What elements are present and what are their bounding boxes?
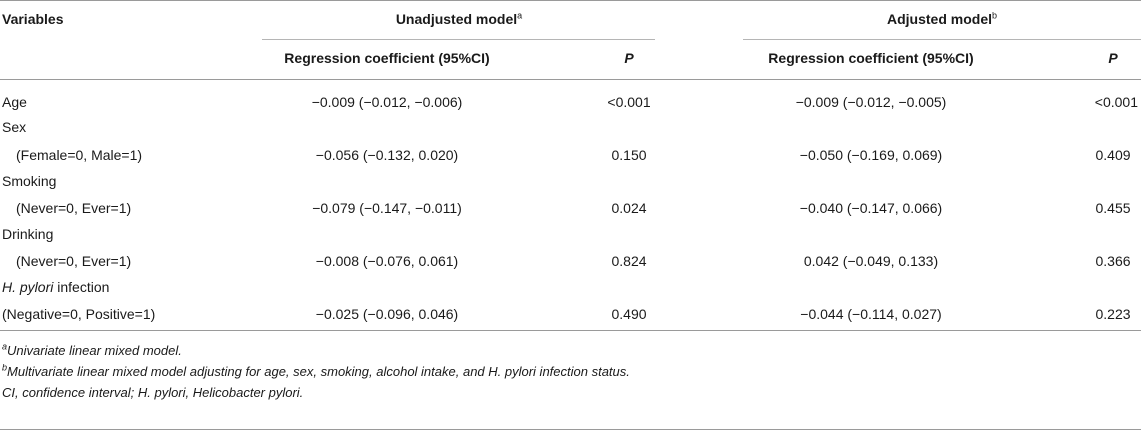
row-label: Sex [2, 119, 27, 135]
row-p-adjusted: 0.223 [1095, 306, 1131, 322]
header-unadjusted-sup: a [517, 10, 523, 21]
row-p-unadjusted: 0.824 [611, 253, 647, 269]
footnote-c: CI, confidence interval; H. pylori, Heli… [2, 385, 304, 400]
row-label: (Never=0, Ever=1) [16, 253, 132, 269]
row-coef-adjusted: −0.050 (−0.169, 0.069) [799, 147, 943, 163]
adjusted-group-rule [743, 39, 1141, 40]
row-label: H. pylori infection [2, 278, 109, 296]
header-adjusted-label: Adjusted model [886, 11, 992, 27]
row-coef-adjusted: 0.042 (−0.049, 0.133) [803, 253, 939, 269]
header-bottom-rule [0, 79, 1141, 80]
header-p-adjusted: P [1108, 50, 1118, 66]
row-coef-adjusted: −0.040 (−0.147, 0.066) [799, 200, 943, 216]
footnote-a-text: Univariate linear mixed model. [7, 343, 182, 358]
header-adjusted-model: Adjusted modelb [887, 10, 997, 28]
row-p-unadjusted: 0.150 [611, 147, 647, 163]
row-coef-unadjusted: −0.009 (−0.012, −0.006) [311, 94, 463, 110]
row-label: Smoking [2, 173, 57, 189]
header-adjusted-sup: b [992, 10, 998, 21]
footnote-a-marker: a [2, 341, 8, 352]
row-coef-adjusted: −0.009 (−0.012, −0.005) [795, 94, 947, 110]
row-p-unadjusted: 0.024 [611, 200, 647, 216]
row-label-rest: infection [53, 279, 110, 295]
row-coef-unadjusted: −0.056 (−0.132, 0.020) [315, 147, 459, 163]
row-coef-adjusted: −0.044 (−0.114, 0.027) [800, 306, 942, 322]
header-coef-unadjusted: Regression coefficient (95%CI) [284, 50, 490, 66]
footnote-b-marker: b [2, 362, 8, 373]
row-label: Drinking [2, 226, 54, 242]
row-p-adjusted: 0.455 [1095, 200, 1131, 216]
row-label: (Never=0, Ever=1) [16, 200, 132, 216]
footnote-a: aUnivariate linear mixed model. [2, 341, 182, 359]
row-coef-unadjusted: −0.025 (−0.096, 0.046) [315, 306, 459, 322]
row-p-unadjusted: 0.490 [611, 306, 647, 322]
footnote-b: bMultivariate linear mixed model adjusti… [2, 362, 630, 380]
header-variables: Variables [2, 11, 64, 27]
header-unadjusted-model: Unadjusted modela [396, 10, 522, 28]
header-p-unadjusted: P [624, 50, 634, 66]
row-p-adjusted: 0.366 [1095, 253, 1131, 269]
header-unadjusted-label: Unadjusted model [395, 11, 518, 27]
row-p-unadjusted: <0.001 [607, 94, 651, 110]
body-bottom-rule [0, 330, 1141, 331]
row-label: Age [2, 94, 27, 110]
footnote-b-text: Multivariate linear mixed model adjustin… [7, 364, 630, 379]
row-coef-unadjusted: −0.079 (−0.147, −0.011) [312, 200, 462, 216]
row-label: (Female=0, Male=1) [16, 147, 143, 163]
unadjusted-group-rule [262, 39, 655, 40]
row-p-adjusted: <0.001 [1094, 94, 1138, 110]
table-top-rule [0, 0, 1141, 1]
row-label: (Negative=0, Positive=1) [2, 306, 156, 322]
row-p-adjusted: 0.409 [1095, 147, 1131, 163]
row-coef-unadjusted: −0.008 (−0.076, 0.061) [315, 253, 459, 269]
header-coef-adjusted: Regression coefficient (95%CI) [768, 50, 974, 66]
row-label-italic: H. pylori [2, 279, 54, 295]
